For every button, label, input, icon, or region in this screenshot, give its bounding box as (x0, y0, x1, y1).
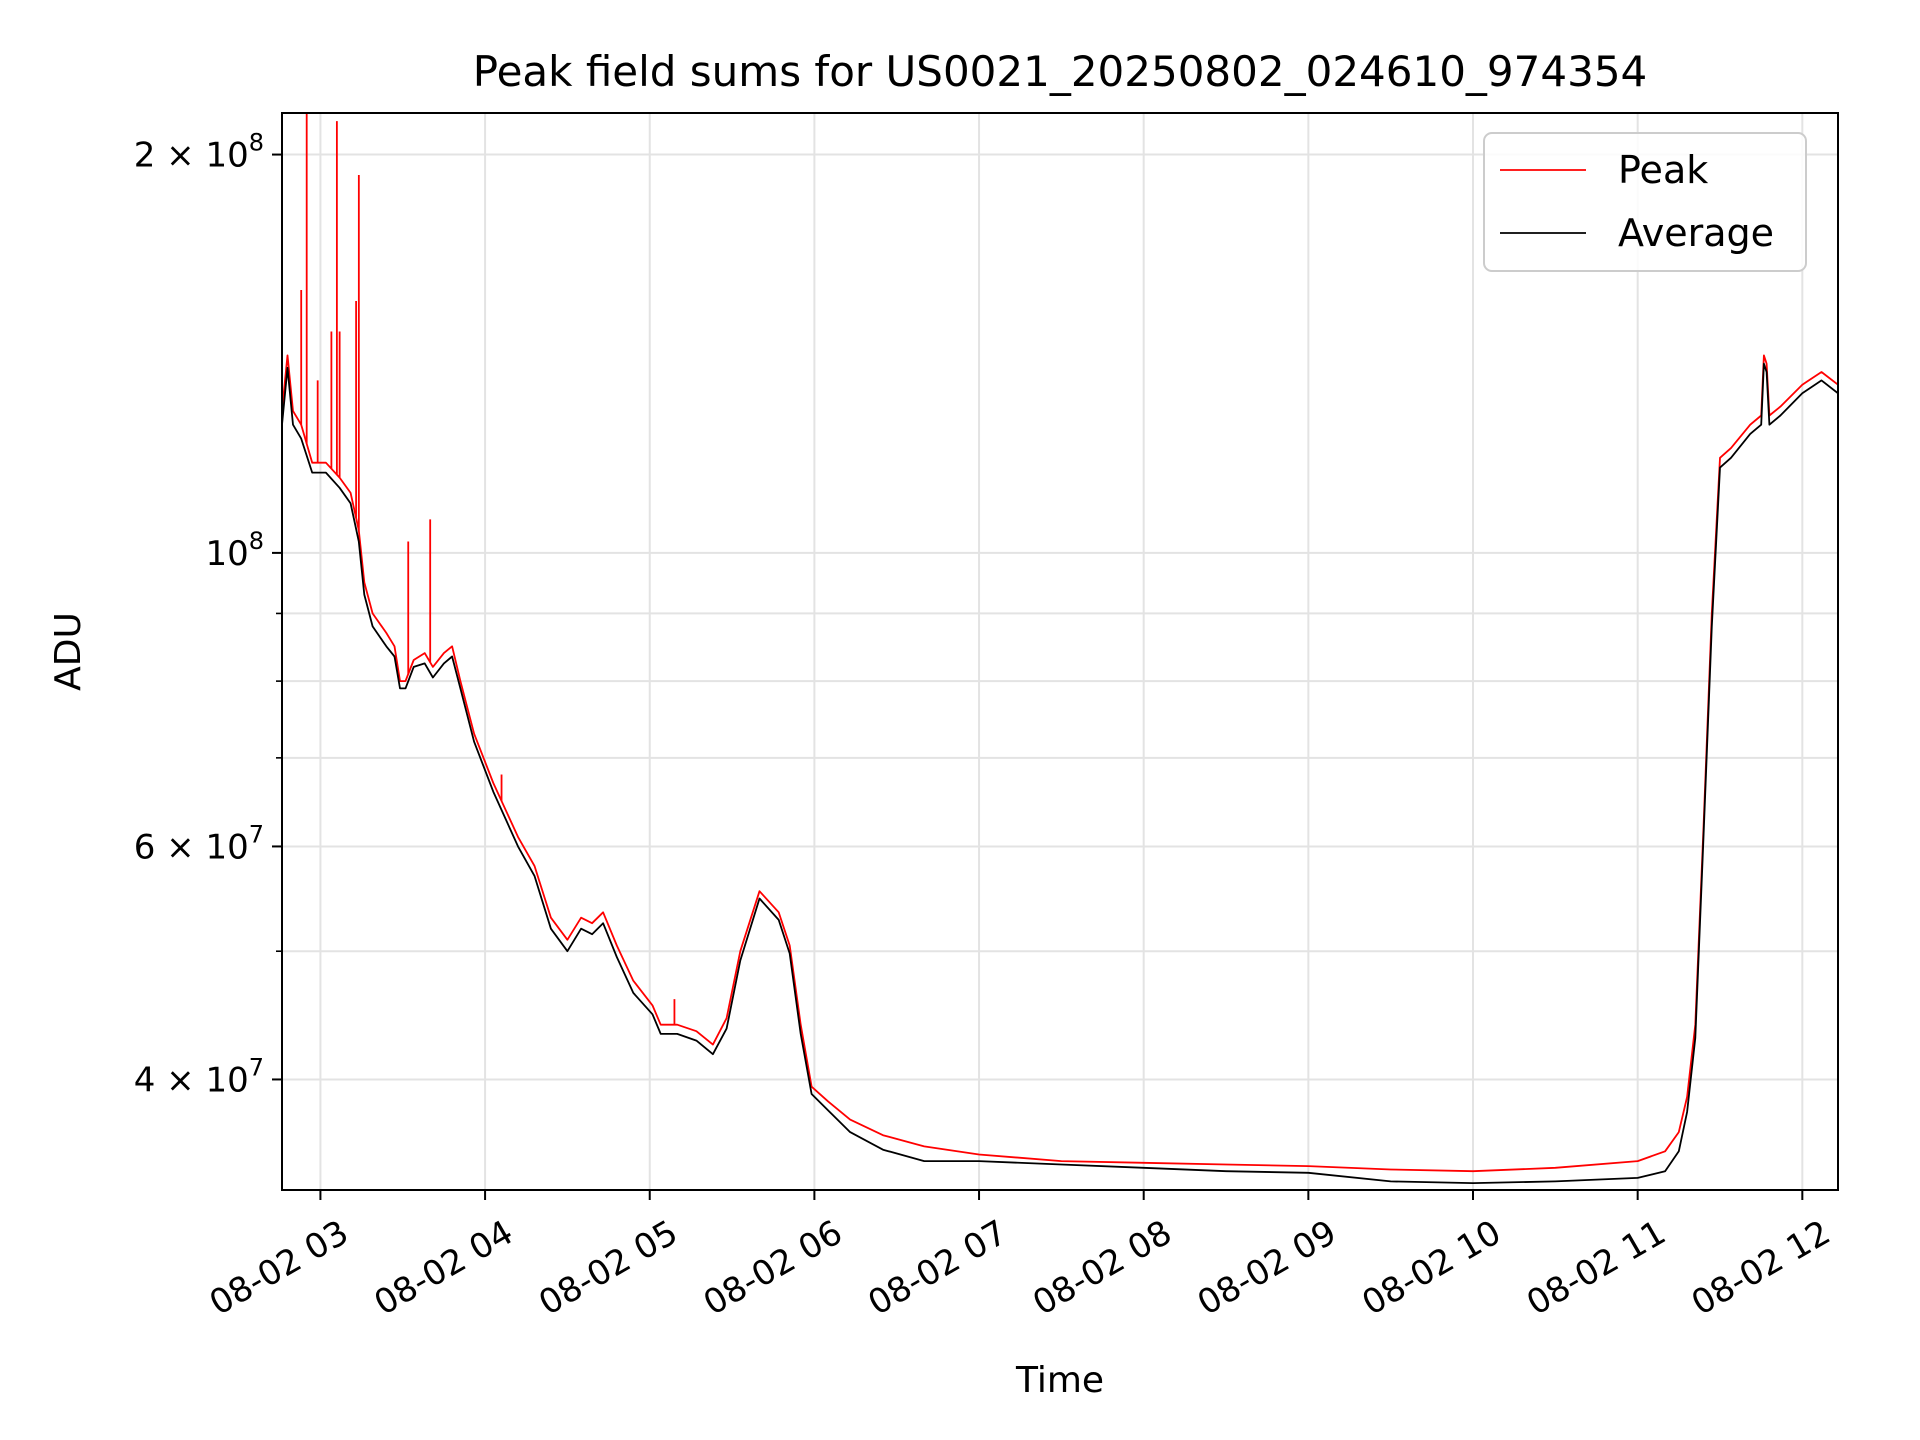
y-tick-exponent: 8 (249, 129, 264, 157)
y-tick-label: 6 × 107 (134, 820, 264, 867)
chart-title: Peak field sums for US0021_20250802_0246… (473, 47, 1648, 96)
legend-label: Peak (1618, 148, 1708, 192)
series-line-average (282, 362, 1838, 1184)
legend-box (1483, 132, 1807, 272)
y-tick-label: 2 × 108 (134, 129, 264, 176)
y-tick-exponent: 7 (249, 820, 264, 848)
y-tick-mantissa: 6 (134, 827, 156, 867)
y-tick-label: 108 (205, 527, 264, 574)
axes-frame (281, 112, 1839, 1191)
series-average (282, 362, 1838, 1184)
y-axis-label: ADU (48, 612, 89, 691)
y-tick-mantissa: 4 (134, 1060, 156, 1100)
y-tick-label: 4 × 107 (134, 1053, 264, 1100)
y-axis: 4 × 107 6 × 107 108 2 × 108 (134, 129, 282, 1100)
legend: Peak Average (1483, 132, 1807, 272)
x-axis-label: Time (1015, 1360, 1104, 1401)
y-tick-mantissa: 2 (134, 136, 156, 176)
grid-lines (282, 113, 1838, 1190)
plot-area (282, 113, 1838, 1184)
y-tick-exponent: 7 (249, 1053, 264, 1081)
y-tick-exponent: 8 (249, 527, 264, 555)
legend-label: Average (1618, 211, 1774, 255)
